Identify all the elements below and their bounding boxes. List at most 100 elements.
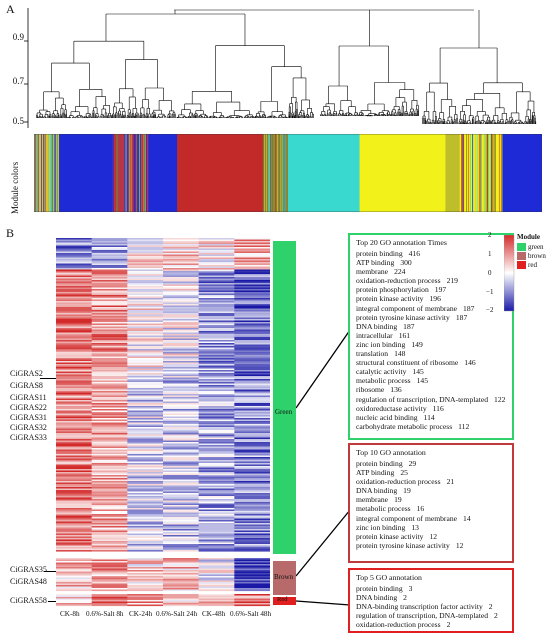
heatmap-cell	[56, 275, 92, 278]
go-count: 16	[416, 504, 425, 514]
heatmap-cell	[198, 298, 235, 300]
heatmap-cell	[127, 340, 164, 342]
heatmap-cell	[234, 247, 270, 249]
heatmap-cell	[91, 379, 128, 381]
heatmap-cell	[127, 579, 164, 581]
heatmap-cell	[163, 350, 199, 353]
module-color-stripe	[491, 134, 492, 212]
heatmap-cell	[198, 601, 235, 604]
heatmap-cell	[91, 434, 128, 437]
heatmap-cell	[198, 559, 235, 562]
heatmap-cell	[198, 573, 235, 575]
heatmap-cell	[127, 335, 164, 338]
module-color-stripe	[130, 134, 132, 212]
heatmap-cell	[127, 305, 164, 308]
heatmap-cell	[56, 356, 92, 359]
heatmap-cell	[91, 365, 128, 368]
heatmap-cell	[198, 364, 235, 366]
heatmap-cell	[163, 370, 199, 372]
heatmap-cell	[127, 421, 164, 423]
heatmap-cell	[198, 350, 235, 353]
heatmap-cell	[198, 338, 235, 341]
heatmap-cell	[56, 493, 92, 495]
heatmap-cell	[234, 250, 270, 252]
heatmap-cell	[56, 238, 92, 240]
heatmap-cell	[198, 286, 235, 288]
heatmap-cell	[234, 491, 270, 494]
heatmap-cell	[127, 571, 164, 574]
heatmap-cell	[234, 520, 270, 522]
heatmap-cell	[56, 509, 92, 512]
go-row: protein binding 416	[356, 249, 506, 258]
heatmap-cell	[198, 398, 235, 401]
heatmap-cell	[91, 518, 128, 521]
heatmap-cell	[127, 449, 164, 452]
heatmap-cell	[56, 257, 92, 260]
heatmap-cell	[163, 533, 199, 536]
heatmap-cell	[163, 524, 199, 527]
heatmap-cell	[234, 329, 270, 332]
module-color-block	[59, 134, 114, 212]
heatmap-cell	[234, 319, 270, 321]
heatmap-cell	[163, 469, 199, 471]
go-count: 116	[432, 403, 444, 413]
heatmap-cell	[56, 597, 92, 599]
heatmap-cell	[163, 585, 199, 587]
heatmap-cell	[198, 352, 235, 354]
go-count: 2	[446, 620, 451, 630]
heatmap-cell	[127, 310, 164, 312]
heatmap-cell	[91, 449, 128, 452]
heatmap-cell	[163, 281, 199, 284]
heatmap-cell	[163, 603, 199, 605]
module-color-stripe	[478, 134, 480, 212]
heatmap-cell	[56, 341, 92, 344]
heatmap-cell	[198, 461, 235, 464]
heatmap-cell	[127, 598, 164, 601]
heatmap-cell	[91, 583, 128, 586]
heatmap-cell	[127, 259, 164, 261]
heatmap-cell	[163, 439, 199, 441]
heatmap-cell	[91, 385, 128, 387]
heatmap-cell	[234, 310, 270, 312]
module-color-stripe	[139, 134, 141, 212]
heatmap-cell	[56, 361, 92, 363]
heatmap-cell	[91, 364, 128, 366]
heatmap-cell	[56, 365, 92, 368]
heatmap-cell	[234, 475, 270, 477]
module-color-stripe	[463, 134, 465, 212]
heatmap-cell	[234, 509, 270, 512]
heatmap-cell	[163, 392, 199, 395]
heatmap-cell	[198, 299, 235, 302]
heatmap-cell	[163, 464, 199, 467]
heatmap-cell	[91, 460, 128, 462]
heatmap-cell	[127, 385, 164, 387]
heatmap-cell	[127, 319, 164, 321]
heatmap-cell	[127, 379, 164, 381]
heatmap-cell	[234, 238, 270, 240]
go-count: 112	[458, 421, 470, 431]
heatmap-cell	[56, 259, 92, 261]
heatmap-cell	[91, 242, 128, 245]
go-row: membrane 19	[356, 495, 506, 504]
heatmap-cell	[163, 430, 199, 432]
heatmap-cell	[234, 508, 270, 510]
heatmap-cell	[56, 511, 92, 513]
heatmap-cell	[127, 436, 164, 438]
heatmap-cell	[163, 466, 199, 468]
heatmap-cell	[127, 344, 164, 347]
go-count: 149	[411, 339, 423, 349]
go-term: zinc ion binding	[356, 522, 406, 532]
heatmap-cell	[56, 385, 92, 387]
heatmap-cell	[56, 422, 92, 425]
module-color-stripe	[51, 134, 53, 212]
heatmap-cell	[56, 277, 92, 279]
module-color-stripe	[494, 134, 496, 212]
heatmap-cell	[198, 421, 235, 423]
heatmap-cell	[234, 479, 270, 482]
module-color-stripe	[134, 134, 136, 212]
heatmap-cell	[56, 515, 92, 518]
heatmap-cell	[56, 403, 92, 405]
heatmap-cell	[163, 304, 199, 306]
go-title: Top 20 GO annotation Times	[356, 238, 447, 247]
heatmap-cell	[91, 464, 128, 467]
